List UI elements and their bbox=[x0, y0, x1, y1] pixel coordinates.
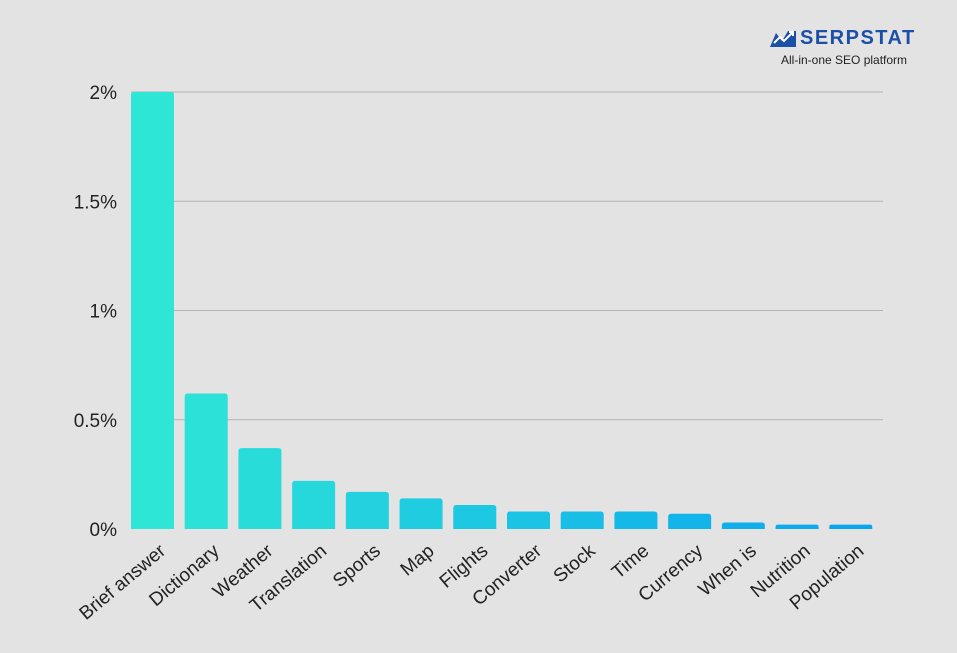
bar bbox=[453, 504, 497, 529]
y-tick-label: 0% bbox=[90, 520, 118, 541]
brand-tagline: All-in-one SEO platform bbox=[781, 53, 908, 67]
bar bbox=[775, 524, 819, 529]
bar bbox=[184, 393, 228, 529]
serpstat-chart-icon bbox=[770, 30, 796, 47]
bars bbox=[131, 92, 873, 529]
bar bbox=[238, 448, 282, 529]
x-tick-label: Time bbox=[608, 541, 653, 584]
bar bbox=[721, 522, 765, 529]
y-tick-label: 1% bbox=[90, 302, 118, 323]
bar bbox=[614, 511, 658, 529]
bar bbox=[399, 498, 443, 529]
x-tick-label: Brief answer bbox=[76, 540, 171, 624]
y-axis-ticks: 0% 0.5% 1% 1.5% 2% bbox=[74, 83, 117, 541]
x-tick-label: Map bbox=[397, 541, 439, 581]
bar bbox=[668, 513, 712, 529]
x-axis-ticks: Brief answerDictionaryWeatherTranslation… bbox=[76, 540, 869, 624]
y-tick-label: 0.5% bbox=[74, 411, 117, 432]
bar bbox=[507, 511, 550, 529]
serpstat-logo: SERPSTAT All-in-one SEO platform bbox=[770, 27, 930, 67]
bar bbox=[829, 524, 873, 529]
grid-lines bbox=[131, 91, 883, 421]
y-tick-label: 1.5% bbox=[74, 192, 117, 213]
x-tick-label: Sports bbox=[329, 541, 385, 592]
brand-name: SERPSTAT bbox=[800, 27, 916, 49]
bar bbox=[292, 480, 336, 529]
bar bbox=[345, 491, 389, 529]
x-tick-label: Stock bbox=[550, 540, 600, 587]
bar bbox=[560, 511, 604, 529]
bar bbox=[131, 92, 174, 529]
y-tick-label: 2% bbox=[90, 83, 118, 104]
